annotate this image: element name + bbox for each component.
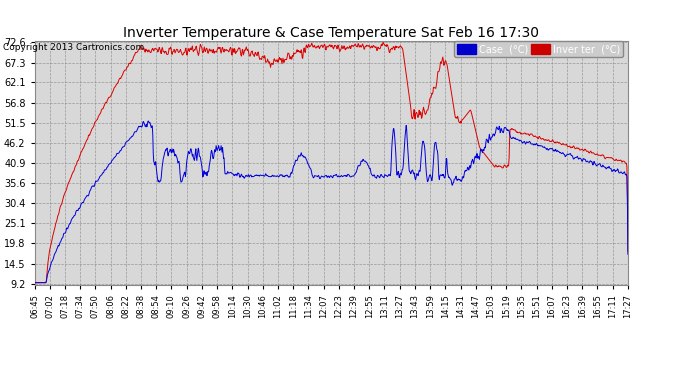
- Legend: Case  (°C), Inver ter  (°C): Case (°C), Inver ter (°C): [454, 41, 623, 57]
- Text: Copyright 2013 Cartronics.com: Copyright 2013 Cartronics.com: [3, 43, 145, 52]
- Title: Inverter Temperature & Case Temperature Sat Feb 16 17:30: Inverter Temperature & Case Temperature …: [124, 26, 539, 40]
